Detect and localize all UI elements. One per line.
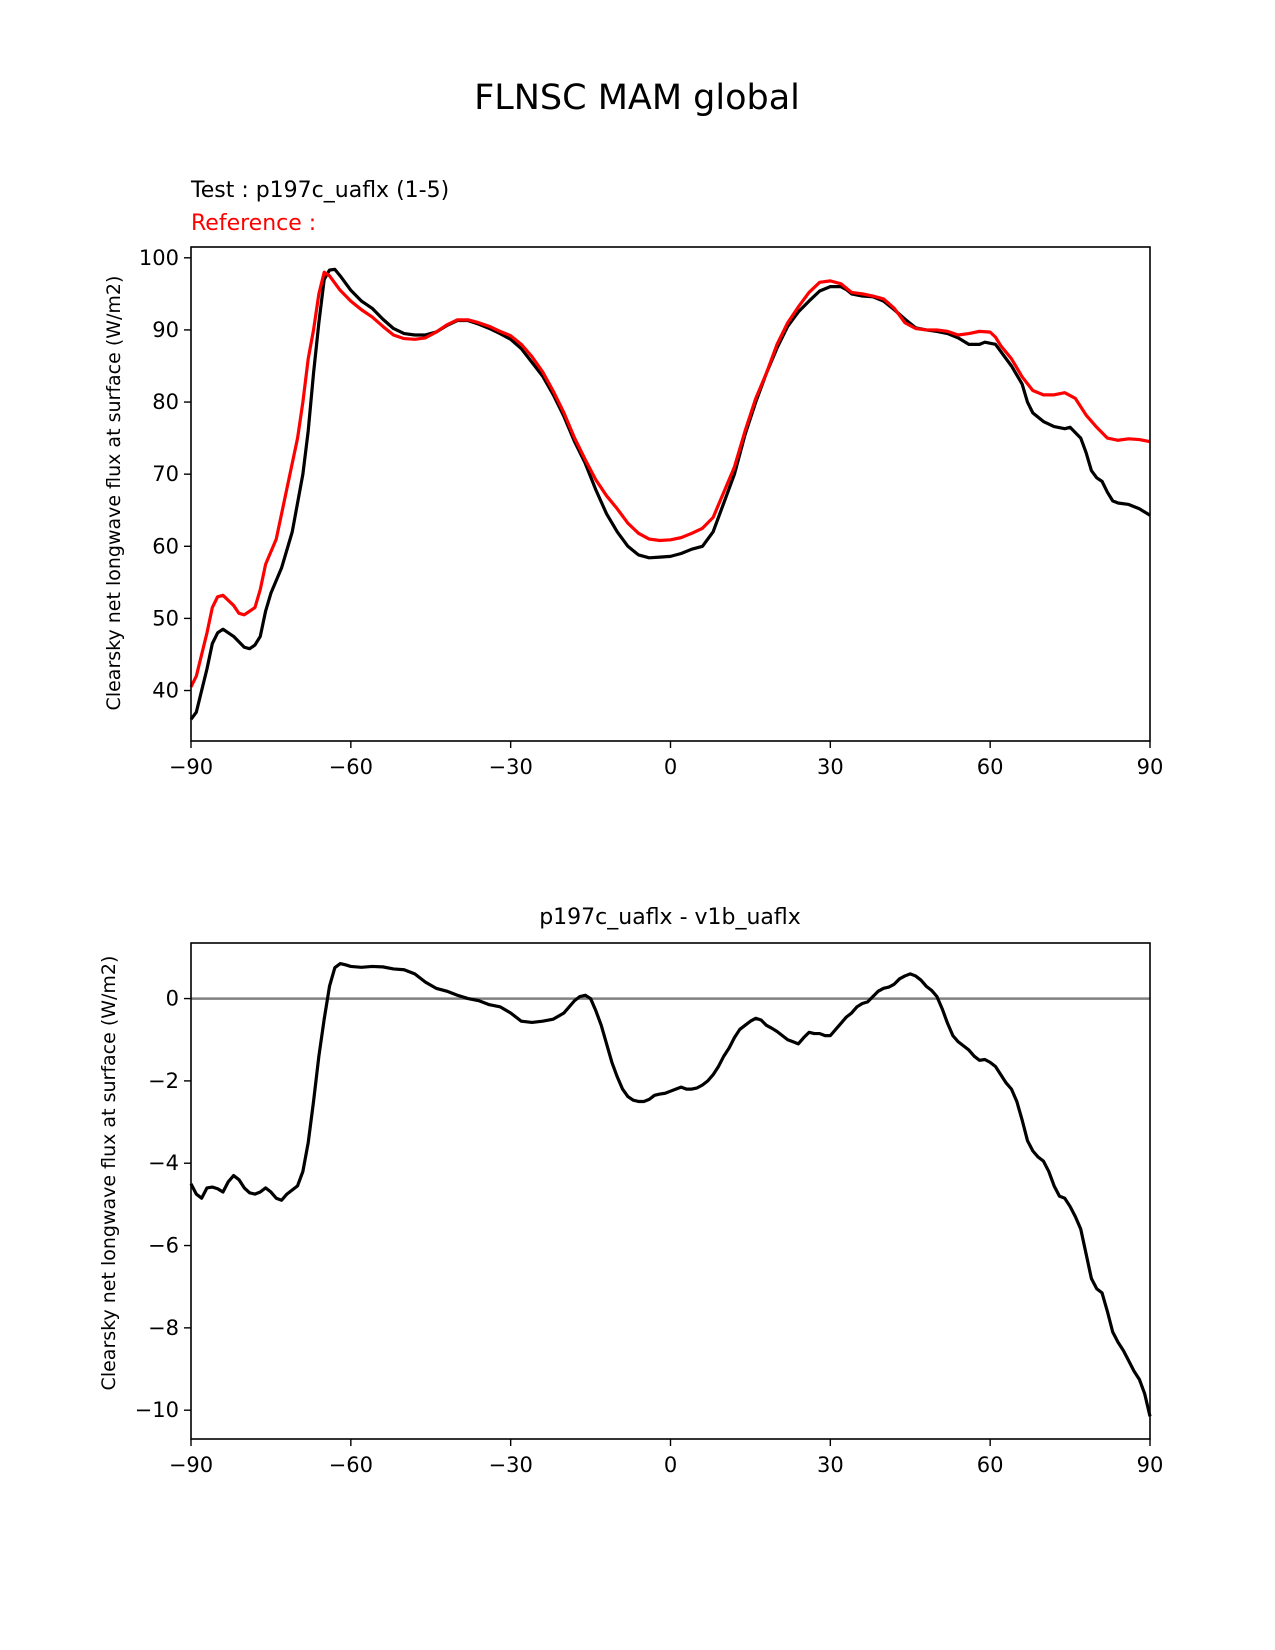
bottom-y-tick-label: −4	[148, 1151, 179, 1175]
top-series-line-1	[189, 267, 1151, 721]
bottom-x-tick-label: 90	[1137, 1453, 1164, 1477]
top-x-tick-label: 30	[817, 755, 844, 779]
top-y-tick-label: 40	[152, 679, 179, 703]
top-y-tick-label: 50	[152, 606, 179, 630]
top-x-tick-label: −90	[169, 755, 213, 779]
reference-label: Reference :	[191, 211, 316, 236]
bottom-y-tick-label: −2	[148, 1069, 179, 1093]
top-y-tick-label: 70	[152, 462, 179, 486]
top-y-tick-label: 60	[152, 534, 179, 558]
top-x-tick-label: 60	[977, 755, 1004, 779]
bottom-y-axis-label: Clearsky net longwave flux at surface (W…	[98, 956, 120, 1391]
bottom-x-tick-label: −60	[329, 1453, 373, 1477]
top-x-tick-label: 0	[664, 755, 677, 779]
top-x-tick-label: −30	[489, 755, 533, 779]
bottom-x-tick-label: 60	[977, 1453, 1004, 1477]
bottom-series-line-1	[189, 961, 1152, 1417]
difference-title: p197c_uaflx - v1b_uaflx	[539, 905, 801, 930]
bottom-y-tick-label: −6	[148, 1234, 179, 1258]
top-x-tick-label: 90	[1137, 755, 1164, 779]
test-label: Test : p197c_uaflx (1-5)	[190, 178, 449, 203]
top-x-tick-label: −60	[329, 755, 373, 779]
top-y-tick-label: 90	[152, 318, 179, 342]
top-y-tick-label: 80	[152, 390, 179, 414]
bottom-panel: p197c_uaflx - v1b_uaflx Clearsky net lon…	[98, 905, 1163, 1477]
top-y-axis-label: Clearsky net longwave flux at surface (W…	[103, 276, 125, 711]
bottom-plot-area: −90 −60 −30 0 30 60 90 0 −2 −4 −6 −8 −10	[135, 942, 1164, 1477]
bottom-y-tick-label: −10	[135, 1398, 179, 1422]
top-panel: Test : p197c_uaflx (1-5) Reference : Cle…	[103, 178, 1163, 779]
top-y-tick-label: 100	[139, 246, 179, 270]
bottom-x-tick-label: −30	[489, 1453, 533, 1477]
bottom-x-tick-label: 0	[664, 1453, 677, 1477]
bottom-x-tick-label: 30	[817, 1453, 844, 1477]
bottom-y-tick-label: −8	[148, 1316, 179, 1340]
bottom-x-tick-label: −90	[169, 1453, 213, 1477]
top-series-line-2	[189, 270, 1151, 688]
bottom-y-tick-label: 0	[166, 987, 179, 1011]
figure-title: FLNSC MAM global	[474, 78, 800, 118]
top-plot-area: −90 −60 −30 0 30 60 90 40 50 60 70 80 90 100	[139, 246, 1163, 779]
